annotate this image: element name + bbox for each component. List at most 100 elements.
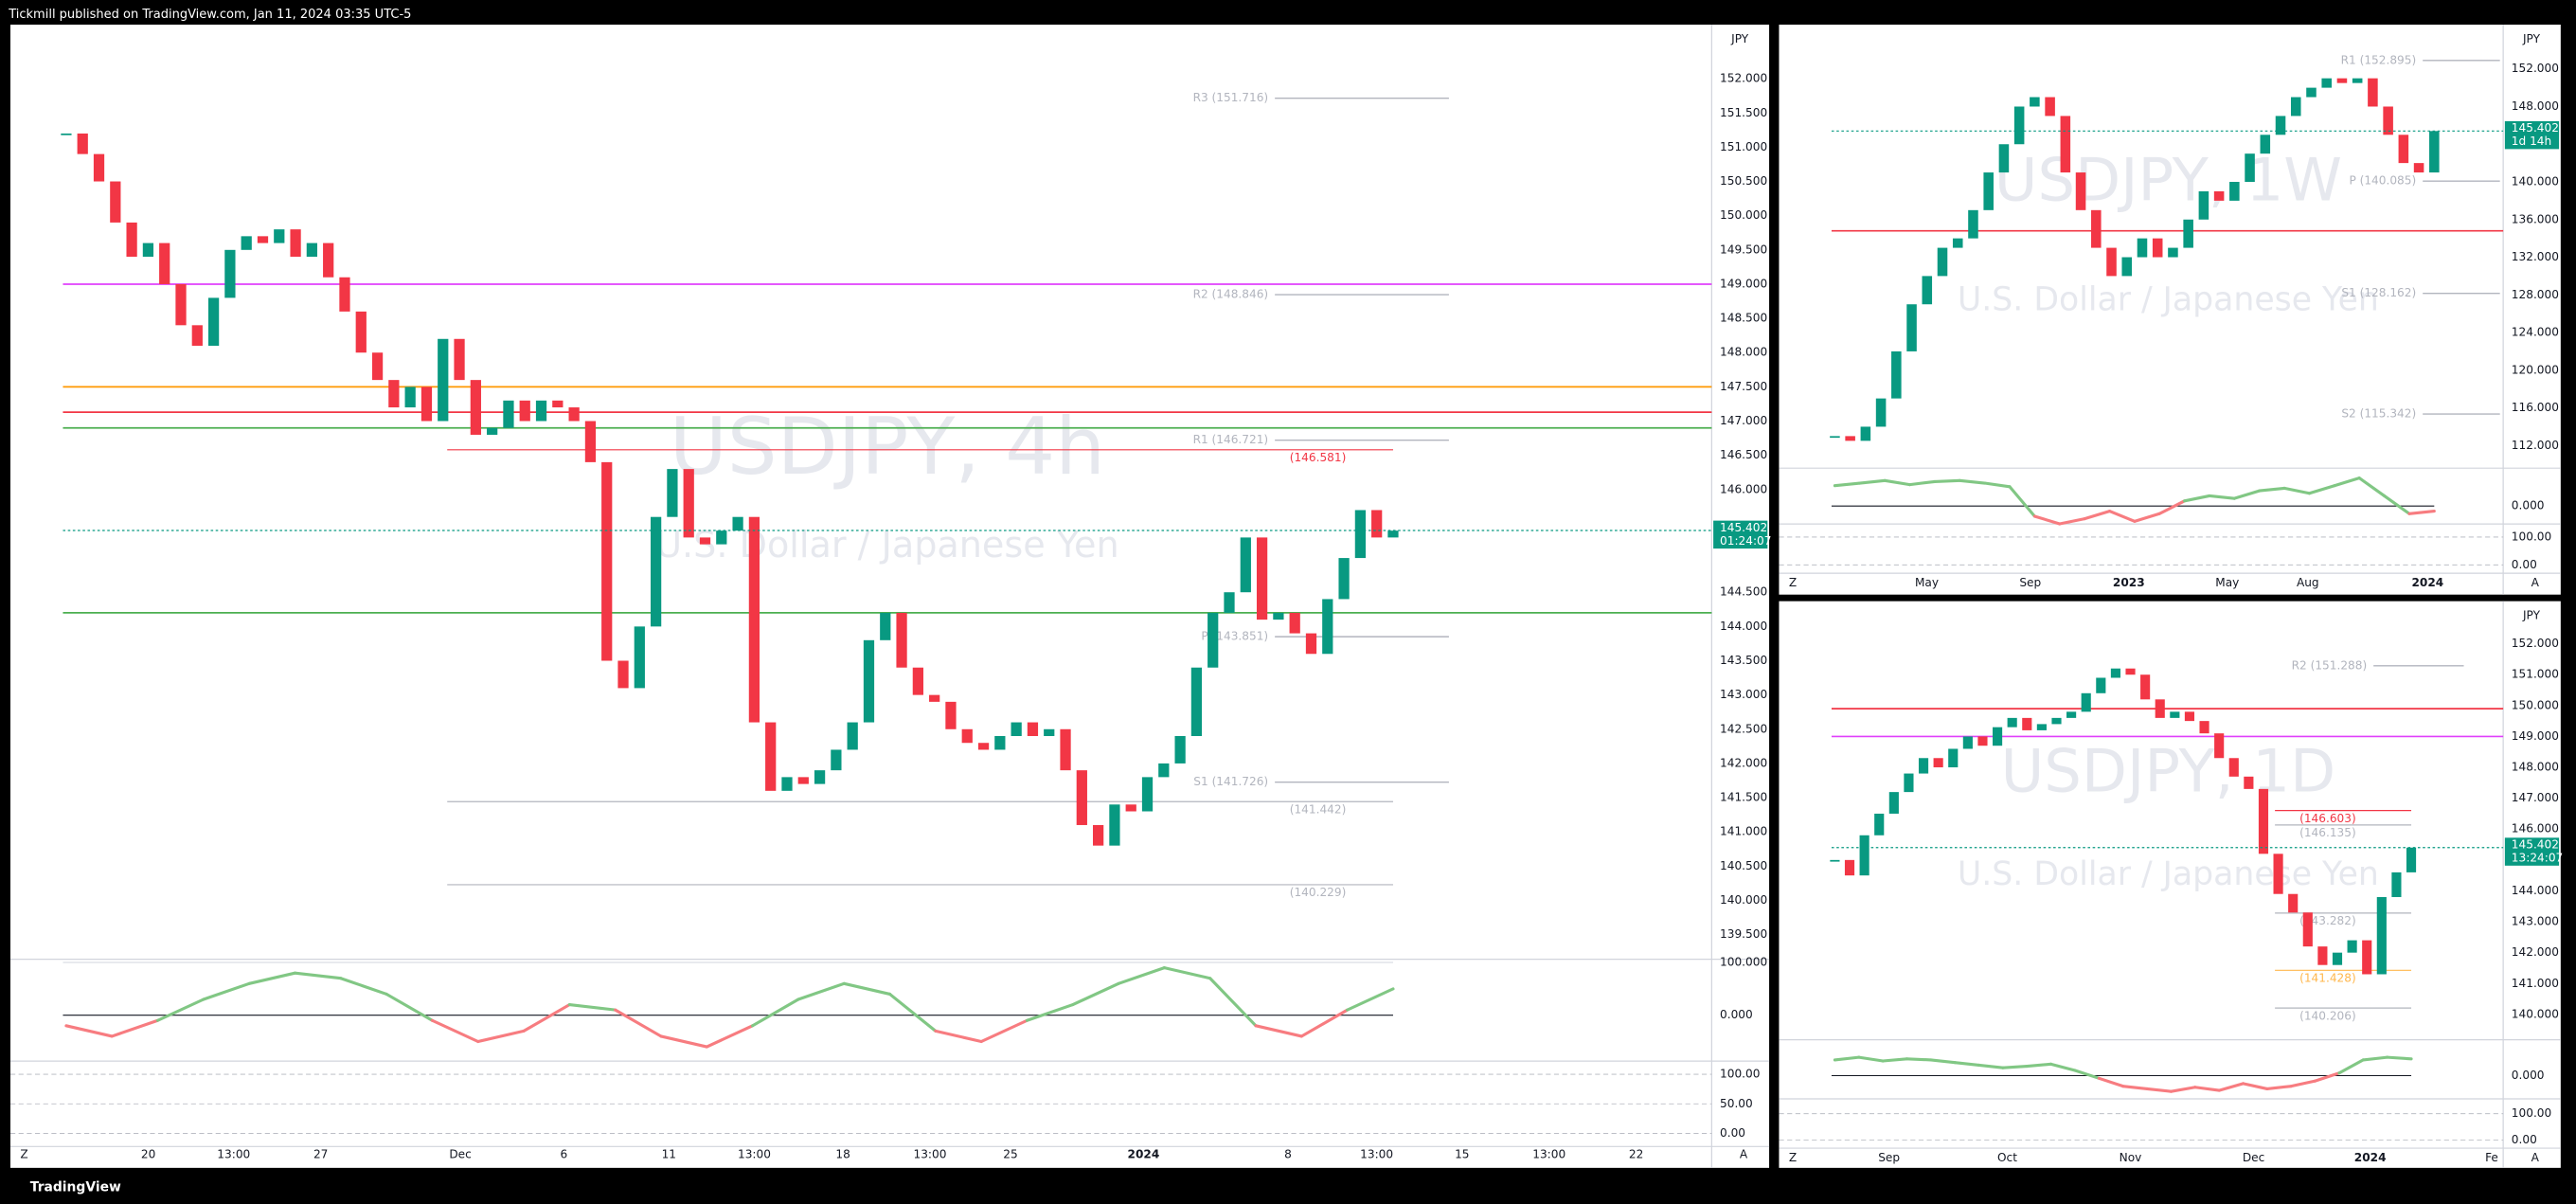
candle [2184, 711, 2195, 722]
candle [2121, 257, 2133, 277]
osc-segment [293, 971, 343, 980]
panel [1779, 601, 2561, 1168]
button-z[interactable]: Z [1789, 576, 1797, 589]
candle [371, 352, 384, 381]
candle [1240, 537, 1251, 593]
stoch-tick-label: 0.00 [2512, 558, 2537, 571]
candle [207, 297, 220, 347]
osc-segment [2314, 1071, 2341, 1083]
candle [716, 530, 727, 545]
countdown: 13:24:07 [2512, 852, 2563, 865]
osc-segment [1933, 478, 1961, 483]
candle [2198, 190, 2209, 220]
price-tag [1713, 520, 1768, 549]
candle [1289, 612, 1300, 634]
candle [584, 421, 597, 462]
y-tick-label: 128.000 [2512, 288, 2559, 301]
candle [797, 777, 809, 784]
button-a[interactable]: A [1740, 1147, 1748, 1160]
candle [175, 283, 187, 326]
candle [765, 722, 777, 791]
candle [1983, 172, 1994, 210]
osc-segment [2407, 510, 2436, 515]
button-z[interactable]: Z [20, 1147, 27, 1160]
mark-label: (140.229) [1290, 886, 1347, 899]
osc-segment [1346, 987, 1395, 1012]
osc-segment [1833, 481, 1862, 488]
osc-segment [934, 1029, 983, 1044]
candle [961, 728, 973, 744]
candle [2273, 854, 2283, 894]
candle [61, 133, 72, 135]
button-z[interactable]: Z [1789, 1151, 1797, 1164]
candle [1158, 763, 1170, 778]
osc-segment [1929, 1058, 1957, 1065]
candle [2155, 699, 2165, 718]
candle [994, 736, 1006, 750]
osc-segment [1117, 966, 1166, 985]
y-tick-label: 144.000 [1720, 620, 1767, 633]
osc-segment [2241, 1082, 2269, 1090]
osc-segment [476, 1029, 526, 1044]
candle [1952, 238, 1963, 248]
candle [2199, 721, 2209, 734]
candle [1998, 144, 2010, 173]
candle [126, 222, 137, 258]
candle [1027, 722, 1039, 737]
candle [601, 461, 613, 661]
candle [1354, 510, 1367, 559]
x-tick-label: 2024 [2354, 1151, 2387, 1164]
osc-segment [2169, 1086, 2197, 1093]
osc-segment [2121, 1085, 2149, 1090]
candle [1256, 537, 1268, 620]
candle [2213, 190, 2225, 201]
button-a[interactable]: A [2531, 1151, 2540, 1164]
y-tick-label: 144.000 [2512, 884, 2559, 897]
price-tag-label: 145.402 [1720, 521, 1767, 534]
candle [2152, 238, 2163, 258]
candle [1044, 728, 1055, 737]
candle [1904, 773, 1914, 793]
candle [2368, 78, 2378, 107]
osc-segment [2383, 494, 2411, 515]
osc-tick-label: 0.000 [2512, 1069, 2545, 1082]
candle [2317, 946, 2328, 965]
stoch-tick-label: 100.00 [2512, 530, 2551, 543]
x-tick-label: Fe [2485, 1151, 2498, 1164]
y-tick-label: 144.500 [1720, 585, 1767, 599]
candle [470, 380, 481, 435]
pivot-label: R1 (146.721) [1193, 433, 1269, 446]
candle [2096, 677, 2106, 693]
candle [1845, 436, 1855, 441]
button-a[interactable]: A [2531, 576, 2540, 589]
x-tick-label: 13:00 [738, 1147, 771, 1160]
y-tick-label: 152.000 [2512, 637, 2559, 650]
y-tick-label: 149.500 [1720, 243, 1767, 256]
candle [831, 749, 842, 771]
osc-segment [2208, 494, 2236, 500]
candle [1060, 728, 1071, 771]
candle [945, 701, 957, 729]
mark-label: (143.282) [2299, 914, 2356, 927]
candle [1338, 558, 1350, 600]
osc-segment [1905, 1057, 1933, 1062]
osc-tick-label: 100.000 [1720, 956, 1767, 969]
osc-segment [247, 971, 297, 985]
candle [683, 469, 694, 538]
candle [1844, 859, 1855, 876]
osc-segment [1983, 481, 2012, 489]
osc-segment [2032, 514, 2062, 526]
candle [2214, 733, 2225, 759]
y-tick-label: 147.500 [1720, 380, 1767, 393]
y-tick-label: 148.500 [1720, 312, 1767, 325]
y-tick-label: 140.000 [1720, 893, 1767, 907]
osc-segment [1977, 1063, 2005, 1069]
osc-segment [64, 1024, 114, 1038]
candle [2406, 847, 2417, 872]
osc-segment [614, 1008, 663, 1038]
y-tick-label: 147.000 [1720, 414, 1767, 427]
candle [2060, 116, 2071, 173]
candle [1125, 804, 1136, 812]
countdown: 01:24:07 [1720, 534, 1771, 548]
stoch-tick-label: 0.00 [1720, 1126, 1745, 1140]
